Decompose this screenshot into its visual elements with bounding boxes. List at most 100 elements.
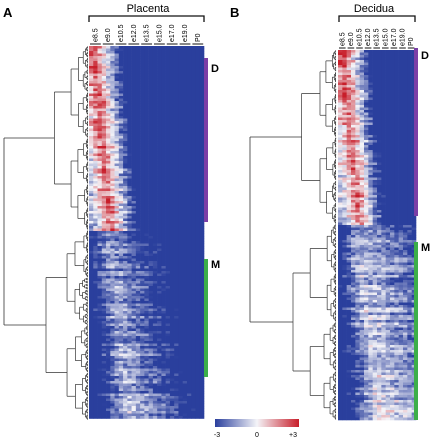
- heatmap-cell: [191, 166, 196, 169]
- heatmap-cell: [195, 126, 201, 129]
- heatmap-cell: [152, 168, 158, 172]
- heatmap-cell: [97, 51, 103, 54]
- heatmap-cell: [161, 386, 166, 389]
- heatmap-cell: [97, 196, 103, 199]
- heatmap-cell: [97, 183, 103, 187]
- heatmap-cell: [152, 256, 158, 259]
- heatmap-cell: [89, 231, 94, 234]
- heatmap-cell: [144, 366, 149, 369]
- heatmap-cell: [131, 348, 137, 352]
- heatmap-cell: [123, 46, 128, 49]
- heatmap-cell: [101, 163, 107, 167]
- heatmap-cell: [178, 296, 183, 299]
- heatmap-cell: [118, 53, 124, 57]
- heatmap-cell: [114, 211, 120, 214]
- heatmap-cell: [191, 181, 196, 184]
- heatmap-cell: [182, 98, 188, 102]
- heatmap-cell: [135, 313, 141, 317]
- heatmap-cell: [165, 308, 171, 312]
- heatmap-cell: [135, 311, 141, 314]
- heatmap-cell: [110, 201, 115, 204]
- heatmap-cell: [101, 178, 107, 182]
- heatmap-cell: [135, 341, 141, 344]
- heatmap-cell: [169, 61, 175, 64]
- heatmap-cell: [144, 363, 149, 367]
- heatmap-cell: [161, 343, 166, 347]
- heatmap-cell: [114, 143, 120, 147]
- heatmap-cell: [169, 46, 175, 49]
- heatmap-cell: [182, 53, 188, 57]
- heatmap-cell: [182, 288, 188, 292]
- heatmap-cell: [182, 298, 188, 302]
- heatmap-cell: [123, 161, 128, 164]
- heatmap-cell: [127, 61, 132, 64]
- heatmap-cell: [114, 198, 120, 202]
- heatmap-cell: [123, 351, 128, 354]
- heatmap-cell: [127, 88, 132, 92]
- heatmap-cell: [152, 231, 158, 234]
- heatmap-cell: [165, 261, 171, 264]
- heatmap-cell: [118, 378, 124, 382]
- heatmap-cell: [123, 313, 128, 317]
- heatmap-cell: [93, 191, 98, 194]
- heatmap-cell: [174, 203, 179, 207]
- heatmap-cell: [114, 406, 120, 409]
- heatmap-cell: [123, 396, 128, 399]
- heatmap-cell: [182, 281, 188, 284]
- heatmap-cell: [131, 291, 137, 294]
- heatmap-cell: [157, 263, 162, 267]
- heatmap-cell: [169, 63, 175, 67]
- heatmap-cell: [182, 68, 188, 72]
- heatmap-cell: [186, 166, 192, 169]
- heatmap-cell: [93, 151, 98, 154]
- heatmap-cell: [199, 126, 205, 129]
- heatmap-cell: [191, 103, 196, 107]
- heatmap-cell: [110, 391, 115, 394]
- heatmap-cell: [101, 168, 107, 172]
- heatmap-cell: [186, 141, 192, 144]
- heatmap-cell: [140, 353, 145, 357]
- heatmap-cell: [93, 296, 98, 299]
- heatmap-cell: [135, 101, 141, 104]
- panel-a-heatmap: [89, 46, 205, 419]
- heatmap-cell: [165, 228, 171, 232]
- heatmap-cell: [195, 286, 201, 289]
- heatmap-cell: [123, 181, 128, 184]
- heatmap-cell: [131, 341, 137, 344]
- heatmap-cell: [127, 291, 132, 294]
- heatmap-cell: [110, 93, 115, 97]
- heatmap-cell: [140, 113, 145, 117]
- heatmap-cell: [152, 68, 158, 72]
- heatmap-cell: [152, 191, 158, 194]
- heatmap-cell: [97, 118, 103, 122]
- heatmap-cell: [93, 76, 98, 79]
- heatmap-cell: [199, 46, 205, 49]
- heatmap-cell: [118, 128, 124, 132]
- heatmap-cell: [93, 121, 98, 124]
- heatmap-cell: [195, 333, 201, 337]
- heatmap-cell: [199, 153, 205, 157]
- heatmap-cell: [191, 203, 196, 207]
- heatmap-cell: [110, 288, 115, 292]
- heatmap-cell: [89, 113, 94, 117]
- heatmap-cell: [195, 161, 201, 164]
- heatmap-cell: [169, 416, 175, 419]
- heatmap-cell: [186, 381, 192, 384]
- heatmap-cell: [110, 158, 115, 162]
- heatmap-cell: [174, 198, 179, 202]
- heatmap-cell: [93, 133, 98, 137]
- heatmap-cell: [174, 71, 179, 74]
- heatmap-cell: [169, 146, 175, 149]
- heatmap-cell: [118, 136, 124, 139]
- heatmap-cell: [191, 278, 196, 282]
- heatmap-cell: [144, 336, 149, 339]
- heatmap-cell: [118, 283, 124, 287]
- heatmap-cell: [157, 178, 162, 182]
- heatmap-cell: [101, 271, 107, 274]
- heatmap-cell: [97, 251, 103, 254]
- heatmap-cell: [152, 233, 158, 237]
- heatmap-cell: [178, 143, 183, 147]
- heatmap-cell: [191, 288, 196, 292]
- heatmap-cell: [93, 101, 98, 104]
- heatmap-cell: [178, 56, 183, 59]
